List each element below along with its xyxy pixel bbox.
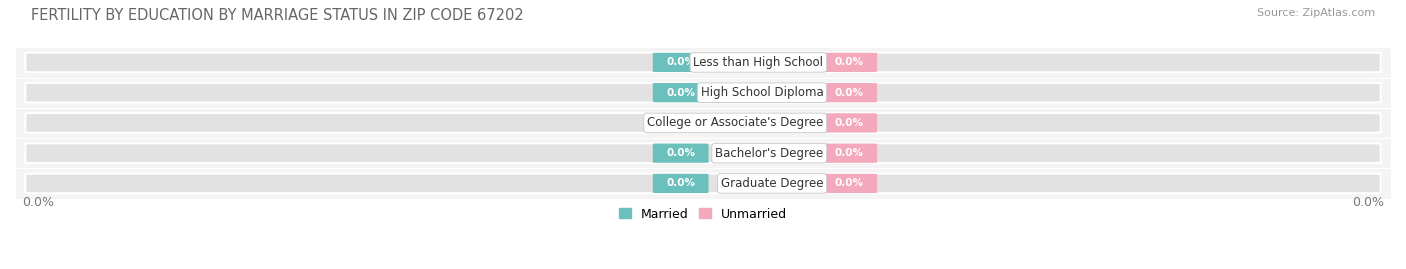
Text: College or Associate's Degree: College or Associate's Degree — [647, 116, 824, 129]
Text: 0.0%: 0.0% — [666, 88, 695, 98]
Text: 0.0%: 0.0% — [835, 88, 863, 98]
Text: 0.0%: 0.0% — [835, 178, 863, 188]
Text: 0.0%: 0.0% — [835, 148, 863, 158]
FancyBboxPatch shape — [821, 83, 877, 102]
FancyBboxPatch shape — [25, 52, 1381, 72]
Bar — [15, 47, 1391, 77]
Bar — [15, 138, 1391, 168]
Text: Source: ZipAtlas.com: Source: ZipAtlas.com — [1257, 8, 1375, 18]
Text: FERTILITY BY EDUCATION BY MARRIAGE STATUS IN ZIP CODE 67202: FERTILITY BY EDUCATION BY MARRIAGE STATU… — [31, 8, 523, 23]
Bar — [15, 77, 1391, 108]
Text: 0.0%: 0.0% — [666, 148, 695, 158]
Text: High School Diploma: High School Diploma — [700, 86, 824, 99]
FancyBboxPatch shape — [821, 53, 877, 72]
FancyBboxPatch shape — [652, 144, 709, 163]
FancyBboxPatch shape — [25, 143, 1381, 163]
FancyBboxPatch shape — [652, 174, 709, 193]
Text: Less than High School: Less than High School — [693, 56, 824, 69]
FancyBboxPatch shape — [25, 113, 1381, 133]
Text: 0.0%: 0.0% — [835, 118, 863, 128]
Text: 0.0%: 0.0% — [666, 178, 695, 188]
Text: 0.0%: 0.0% — [22, 196, 53, 209]
Legend: Married, Unmarried: Married, Unmarried — [613, 203, 793, 226]
FancyBboxPatch shape — [25, 83, 1381, 102]
Bar — [15, 168, 1391, 199]
Text: Graduate Degree: Graduate Degree — [721, 177, 824, 190]
FancyBboxPatch shape — [652, 83, 709, 102]
Bar — [15, 108, 1391, 138]
Text: 0.0%: 0.0% — [666, 118, 695, 128]
FancyBboxPatch shape — [821, 174, 877, 193]
Text: 0.0%: 0.0% — [835, 57, 863, 68]
FancyBboxPatch shape — [25, 174, 1381, 193]
FancyBboxPatch shape — [821, 144, 877, 163]
Text: 0.0%: 0.0% — [1353, 196, 1384, 209]
FancyBboxPatch shape — [821, 113, 877, 133]
FancyBboxPatch shape — [652, 53, 709, 72]
Text: 0.0%: 0.0% — [666, 57, 695, 68]
FancyBboxPatch shape — [652, 113, 709, 133]
Text: Bachelor's Degree: Bachelor's Degree — [716, 147, 824, 160]
